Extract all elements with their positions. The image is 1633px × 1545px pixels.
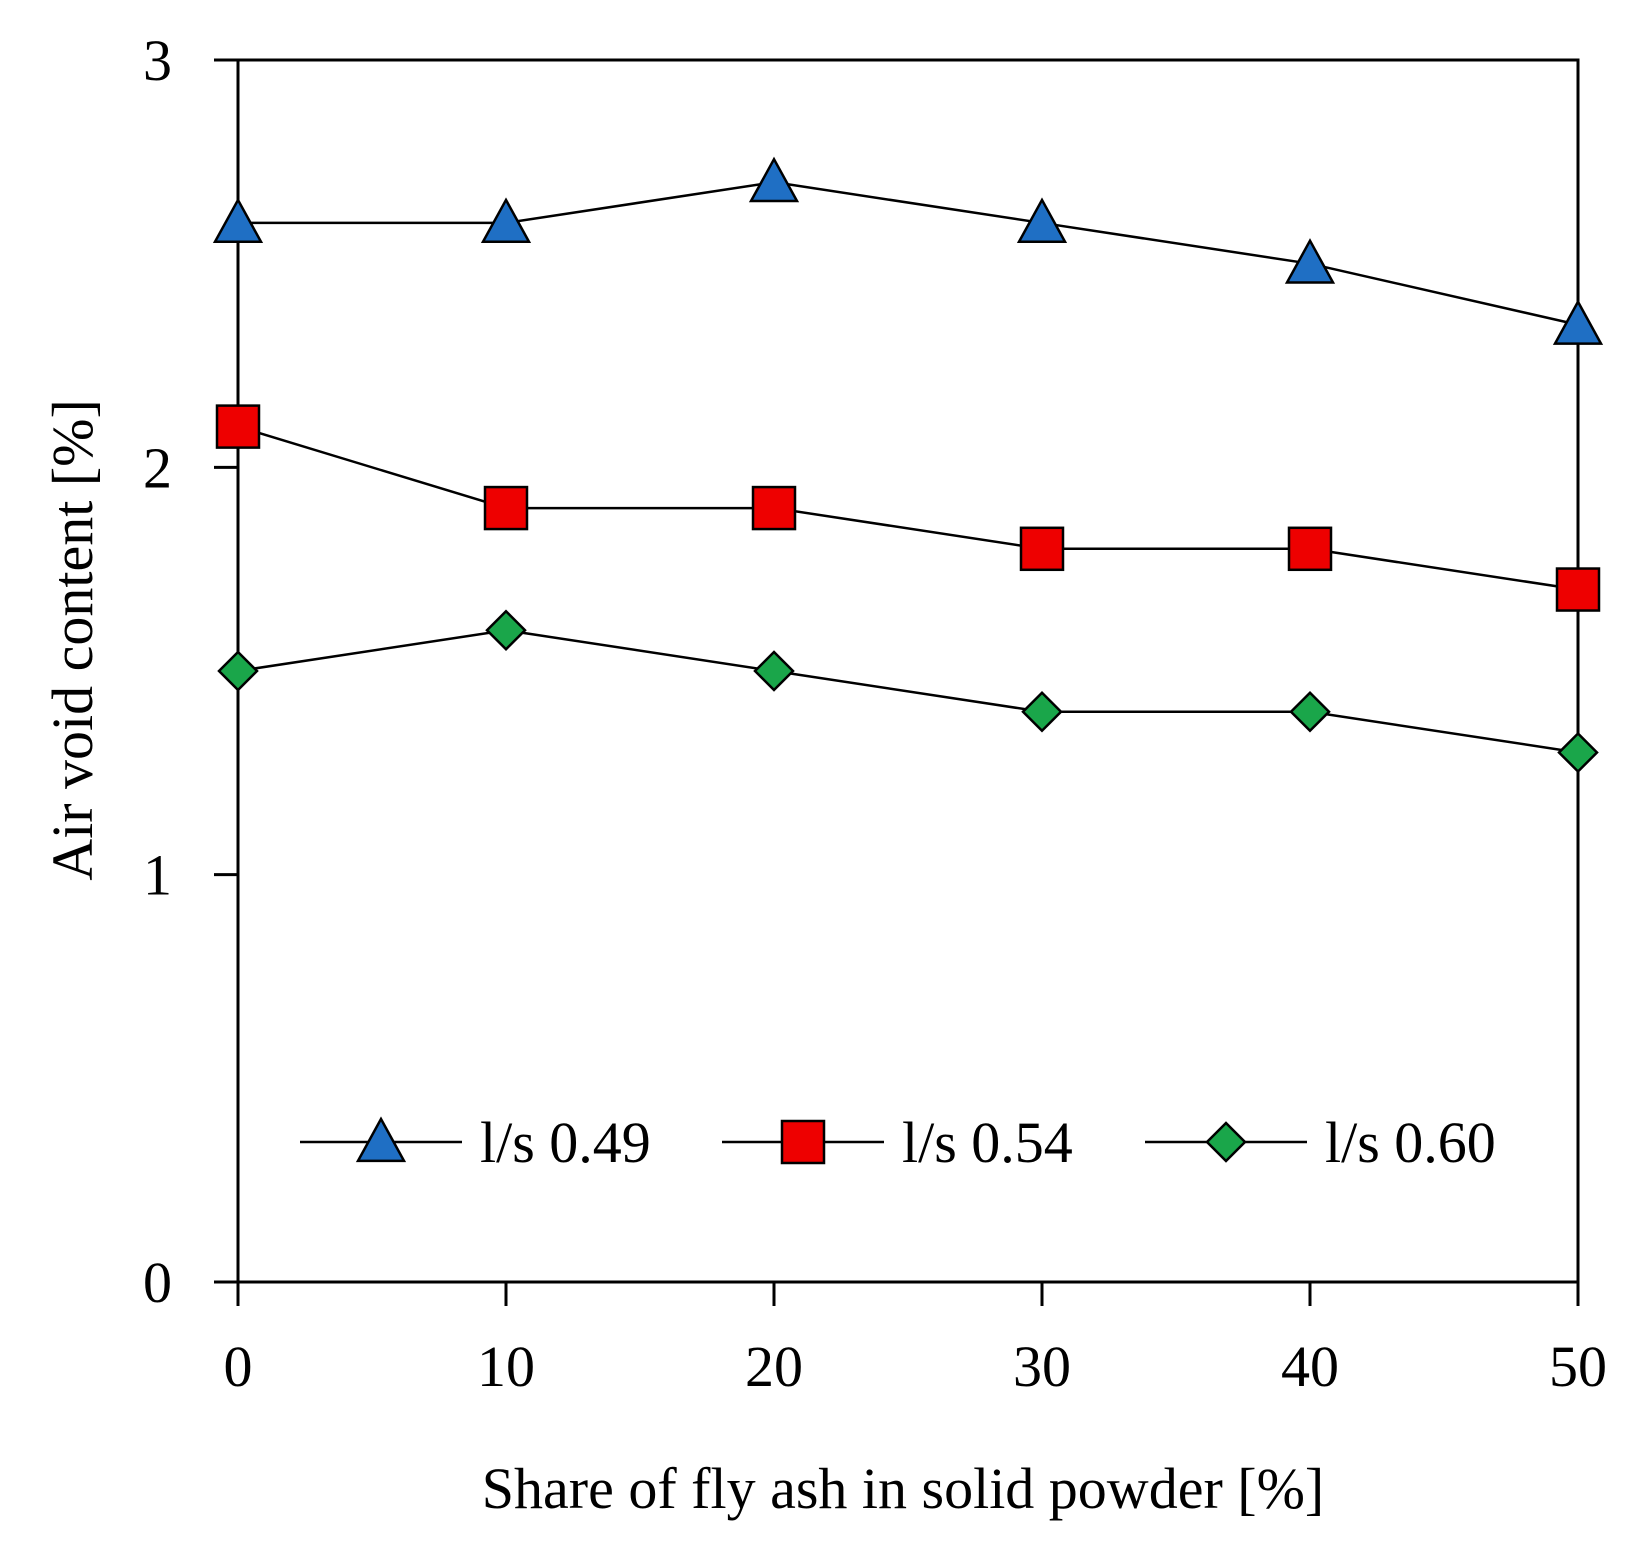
legend-label: l/s 0.60	[1325, 1110, 1496, 1175]
data-point-square	[1019, 526, 1065, 572]
data-point-square	[483, 485, 529, 531]
x-tick-label: 50	[1549, 1334, 1607, 1399]
legend-marker-square	[780, 1119, 826, 1165]
y-tick-label: 2	[143, 435, 172, 500]
x-tick-label: 0	[224, 1334, 253, 1399]
series-line	[237, 425, 1579, 591]
legend-label: l/s 0.49	[480, 1110, 651, 1175]
legend-label: l/s 0.54	[902, 1110, 1073, 1175]
data-point-triangle	[1284, 238, 1336, 284]
data-point-diamond	[1021, 690, 1063, 733]
data-point-triangle	[748, 156, 800, 203]
series-triangle	[212, 156, 1604, 345]
x-tick-label: 30	[1013, 1334, 1071, 1399]
series-line	[238, 180, 1579, 326]
legend-marker-diamond	[1205, 1121, 1247, 1163]
plot-frame	[236, 58, 1580, 1282]
legend-entry: l/s 0.60	[1145, 1110, 1496, 1175]
data-point-diamond	[485, 609, 527, 652]
data-point-diamond	[217, 650, 259, 692]
data-point-diamond	[753, 650, 795, 692]
data-point-diamond	[1557, 731, 1599, 774]
data-point-triangle	[480, 197, 532, 244]
series-square	[215, 404, 1601, 612]
x-axis-title: Share of fly ash in solid powder [%]	[482, 1456, 1324, 1521]
data-point-square	[751, 485, 797, 531]
legend-entry: l/s 0.49	[300, 1110, 651, 1175]
data-point-triangle	[1552, 299, 1604, 345]
y-tick-label: 0	[143, 1250, 172, 1315]
series-layer	[212, 156, 1604, 774]
x-tick-label: 20	[745, 1334, 803, 1399]
y-tick-label: 1	[143, 843, 172, 908]
x-tick-label: 10	[477, 1334, 535, 1399]
data-point-diamond	[1289, 690, 1331, 733]
legend: l/s 0.49 l/s 0.54 l/s 0.60	[300, 1110, 1496, 1175]
y-axis-title: Air void content [%]	[40, 399, 105, 881]
series-diamond	[217, 609, 1599, 774]
data-point-square	[1287, 526, 1333, 572]
data-point-triangle	[212, 197, 264, 244]
y-tick-label: 3	[143, 28, 172, 93]
x-tick-label: 40	[1281, 1334, 1339, 1399]
data-point-square	[215, 404, 261, 449]
data-point-square	[1555, 567, 1601, 612]
data-point-triangle	[1016, 197, 1068, 244]
legend-marker-triangle	[355, 1116, 407, 1163]
series-line	[237, 629, 1579, 754]
legend-entry: l/s 0.54	[722, 1110, 1073, 1175]
